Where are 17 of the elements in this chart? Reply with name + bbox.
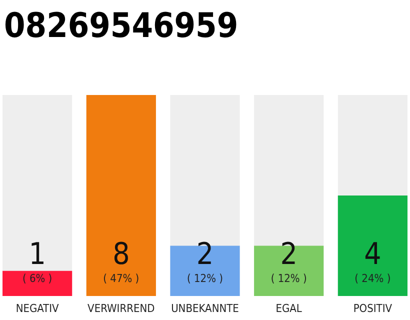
data-label: 8 [112, 237, 130, 272]
x-tick-label: POSITIV [353, 302, 392, 315]
annotation: ( 24% ) [354, 272, 391, 285]
annotation: ( 12% ) [270, 272, 307, 285]
annotation: ( 47% ) [103, 272, 140, 285]
x-tick-label: EGAL [276, 302, 302, 315]
data-label: 2 [196, 237, 214, 272]
data-label: 1 [28, 237, 46, 272]
x-tick-label: VERWIRREND [88, 302, 156, 315]
annotation: ( 12% ) [186, 272, 224, 285]
annotation: ( 6% ) [22, 272, 52, 285]
data-label: 4 [364, 237, 382, 272]
bar [2, 270, 72, 296]
x-tick-label: UNBEKANNTE [171, 302, 239, 315]
chart-title: 08269546959 [4, 6, 238, 46]
x-tick-label: NEGATIV [16, 302, 60, 315]
data-label: 2 [280, 237, 298, 272]
